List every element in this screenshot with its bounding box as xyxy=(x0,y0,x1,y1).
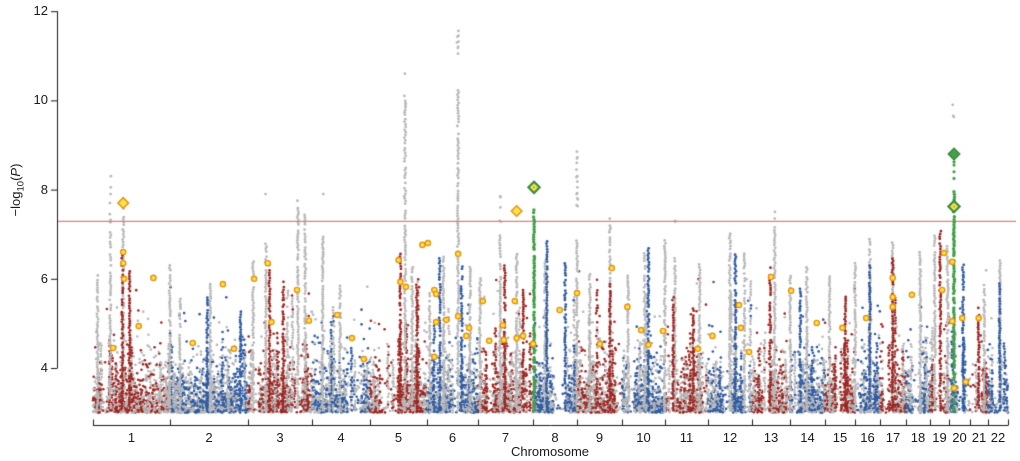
x-tick-label: 14 xyxy=(800,430,815,445)
y-tick-label: 4 xyxy=(40,360,48,375)
x-tick-label: 10 xyxy=(636,430,651,445)
x-tick-label: 9 xyxy=(595,430,604,445)
x-tick-label: 15 xyxy=(832,430,848,445)
x-tick-label: 1 xyxy=(127,430,136,445)
x-tick-label: 6 xyxy=(448,430,457,445)
x-tick-label: 11 xyxy=(679,430,694,445)
y-tick-label: 8 xyxy=(40,181,48,197)
x-tick-label: 8 xyxy=(551,430,559,445)
x-tick-label: 5 xyxy=(394,430,403,445)
y-tick-label: 12 xyxy=(33,3,48,19)
x-tick-label: 22 xyxy=(990,430,1006,445)
y-tick-label: 10 xyxy=(33,92,48,108)
x-tick-label: 12 xyxy=(722,430,738,445)
x-tick-label: 2 xyxy=(205,430,213,445)
x-axis-label: Chromosome xyxy=(510,444,590,459)
x-tick-label: 16 xyxy=(860,430,875,445)
x-tick-label: 20 xyxy=(952,430,967,445)
x-tick-label: 21 xyxy=(971,430,987,445)
x-tick-label: 4 xyxy=(337,430,345,445)
x-tick-label: 3 xyxy=(276,430,284,445)
x-tick-label: 7 xyxy=(501,430,510,445)
x-tick-label: 18 xyxy=(910,430,926,445)
x-tick-label: 13 xyxy=(763,430,779,445)
y-tick-label: 6 xyxy=(40,270,48,286)
x-tick-label: 17 xyxy=(885,430,901,445)
x-tick-label: 19 xyxy=(932,430,947,445)
